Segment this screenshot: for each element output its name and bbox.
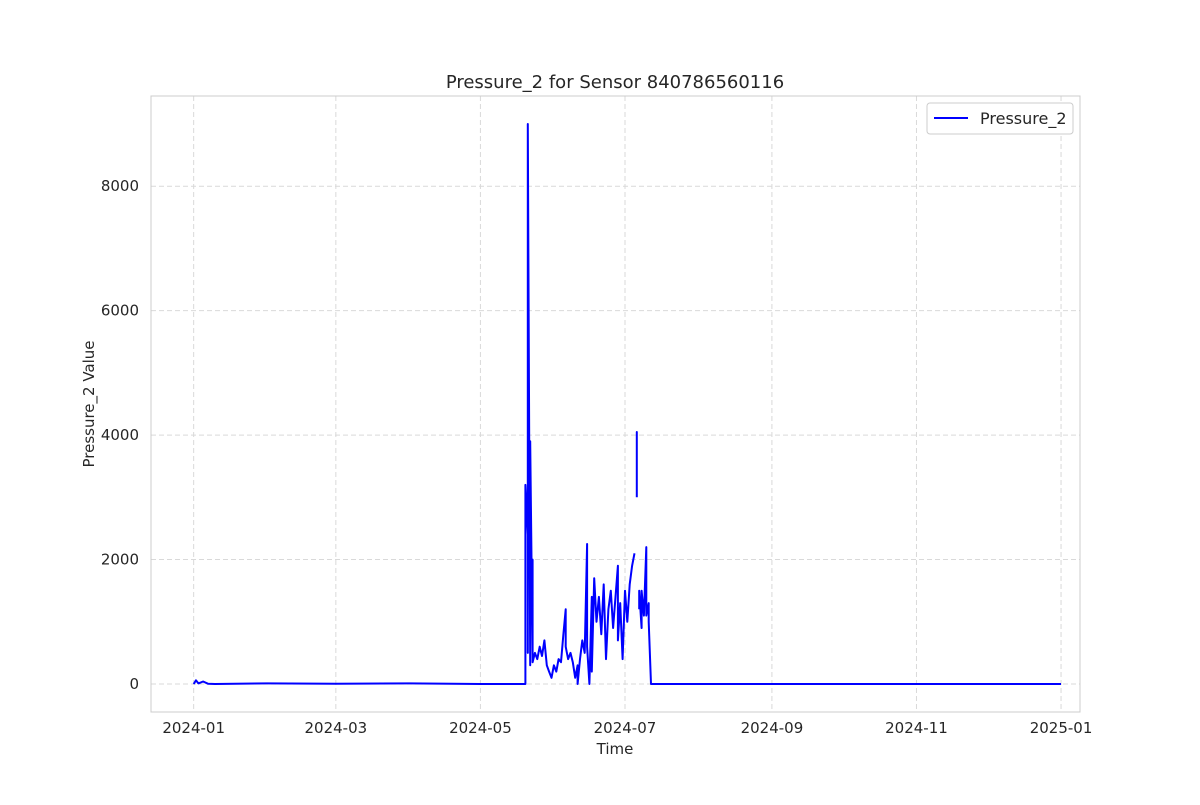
x-tick-label: 2024-11 (885, 719, 948, 737)
series-line-pressure-2 (192, 123, 636, 685)
x-axis-label: Time (596, 740, 634, 758)
legend-box (926, 102, 1074, 135)
x-tick-label: 2024-03 (305, 719, 368, 737)
legend: Pressure_2 (926, 102, 1074, 135)
tick-labels: 2024-01 2024-03 2024-05 2024-07 2024-09 2024-… (101, 177, 1093, 737)
series-line-pressure-2 (638, 546, 1061, 685)
series-layer (192, 123, 1061, 685)
chart-title: Pressure_2 for Sensor 840786560116 (446, 72, 784, 93)
y-tick-label: 4000 (101, 426, 139, 444)
x-tick-label: 2024-07 (594, 719, 657, 737)
x-tick-label: 2024-01 (162, 719, 225, 737)
y-axis-label: Pressure_2 Value (80, 340, 99, 467)
plot-frame (150, 95, 1081, 713)
x-tick-label: 2025-01 (1030, 719, 1093, 737)
x-tick-label: 2024-05 (449, 719, 512, 737)
y-tick-label: 6000 (101, 302, 139, 320)
legend-label-pressure-2: Pressure_2 (980, 109, 1067, 129)
y-tick-label: 8000 (101, 177, 139, 195)
y-tick-label: 2000 (101, 551, 139, 569)
x-tick-label: 2024-09 (741, 719, 804, 737)
y-tick-label: 0 (129, 675, 139, 693)
